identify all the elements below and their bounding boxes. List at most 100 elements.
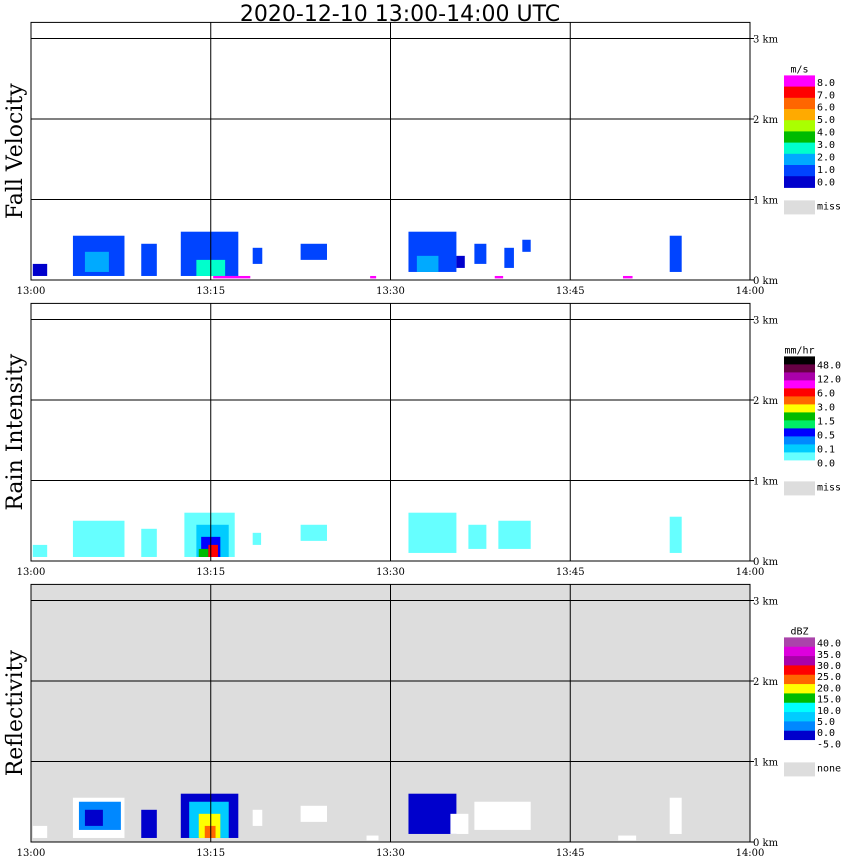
echo-cell [141, 809, 157, 838]
x-tick-label: 13:30 [376, 848, 405, 859]
colorbar-label: 0.0 [817, 728, 835, 739]
x-tick-label: 14:00 [736, 286, 765, 297]
colorbar-swatch [784, 684, 815, 694]
colorbar-label: 48.0 [817, 360, 841, 371]
echo-cell [300, 243, 327, 260]
y-tick-label: 0 km [753, 838, 779, 849]
y-tick-label: 1 km [753, 758, 779, 769]
colorbar-swatch [784, 428, 815, 437]
colorbar-label: 25.0 [817, 672, 841, 683]
colorbar-swatch [784, 388, 815, 397]
echo-cell [32, 825, 48, 838]
echo-cell [468, 524, 487, 549]
colorbar-swatch [784, 674, 815, 685]
colorbar-swatch [784, 86, 815, 99]
colorbar-swatch [784, 364, 815, 373]
colorbar-swatch [784, 693, 815, 704]
echo-cell [408, 793, 457, 834]
colorbar-label: 15.0 [817, 695, 841, 706]
x-tick-label: 14:00 [736, 567, 765, 578]
colorbar-swatch [784, 380, 815, 389]
y-tick-label: 2 km [753, 115, 779, 126]
y-tick-label: 0 km [753, 276, 779, 287]
echo-cell [494, 275, 504, 279]
echo-cell [504, 247, 514, 268]
echo-cell [84, 251, 109, 272]
colorbar-swatch [784, 165, 815, 177]
echo-cell [141, 243, 157, 276]
echo-cell [474, 801, 531, 830]
echo-cell [669, 516, 682, 553]
colorbar-label: 0.1 [817, 444, 835, 455]
panel-title: Rain Intensity [3, 353, 28, 510]
x-tick-label: 13:30 [376, 286, 405, 297]
x-tick-label: 14:00 [736, 848, 765, 859]
colorbar-missing-label: miss [817, 201, 841, 212]
panel-3: 0 km 1 km 2 km 3 km 13:00 13:15 13:30 13:45 14:0… [3, 583, 841, 859]
echo-cell [32, 263, 48, 276]
x-tick-label: 13:45 [556, 567, 585, 578]
colorbar-swatch [784, 656, 815, 666]
colorbar-swatch [784, 436, 815, 445]
echo-cell [370, 275, 377, 279]
colorbar-swatch [784, 356, 815, 365]
y-tick-label: 1 km [753, 196, 779, 207]
colorbar-label: 35.0 [817, 650, 841, 661]
colorbar-missing-label: miss [817, 482, 841, 493]
colorbar-swatch [784, 460, 815, 469]
echo-cell [669, 797, 682, 834]
colorbar-swatch [784, 712, 815, 722]
colorbar-label: 0.5 [817, 430, 835, 441]
x-tick-label: 13:00 [17, 286, 46, 297]
echo-cell [300, 524, 327, 541]
colorbar-missing-swatch [784, 200, 815, 215]
colorbar-label: 0.0 [817, 458, 835, 469]
colorbar-label: 5.0 [817, 717, 835, 728]
y-tick-label: 0 km [753, 557, 779, 568]
panel-title: Reflectivity [3, 650, 28, 777]
x-tick-label: 13:45 [556, 286, 585, 297]
plot-frame [30, 583, 751, 843]
colorbar-label: 6.0 [817, 388, 835, 399]
plot-frame [30, 302, 751, 562]
colorbar-label: 5.0 [817, 115, 835, 126]
echo-cell [84, 809, 103, 826]
panel-title: Fall Velocity [3, 83, 28, 219]
plot-frame [30, 21, 751, 281]
echo-cell [618, 835, 637, 841]
colorbar-missing-swatch [784, 481, 815, 496]
echo-cell [72, 520, 125, 557]
colorbar-swatch [784, 142, 815, 155]
colorbar-label: 2.0 [817, 153, 835, 164]
colorbar-swatch [784, 372, 815, 381]
colorbar-label: 7.0 [817, 90, 835, 101]
echo-cell [300, 805, 327, 822]
echo-cell [408, 512, 457, 553]
echo-cell [416, 255, 439, 272]
y-tick-label: 2 km [753, 396, 779, 407]
echo-cell [366, 835, 379, 841]
echo-cell [141, 528, 157, 557]
colorbar-swatch [784, 109, 815, 121]
colorbar-swatch [784, 176, 815, 188]
echo-cell [252, 247, 263, 264]
colorbar-label: 40.0 [817, 639, 841, 650]
colorbar-label: 4.0 [817, 128, 835, 139]
colorbar-label: 30.0 [817, 661, 841, 672]
colorbar-swatch [784, 153, 815, 166]
y-tick-label: 3 km [753, 597, 779, 608]
colorbar-label: 3.0 [817, 140, 835, 151]
echo-cell [208, 544, 218, 557]
colorbar-swatch [784, 665, 815, 676]
y-tick-label: 3 km [753, 316, 779, 327]
colorbar-swatch [784, 740, 815, 750]
echo-cell [450, 813, 469, 834]
y-tick-label: 3 km [753, 35, 779, 46]
echo-cell [474, 243, 487, 264]
colorbar-swatch [784, 420, 815, 429]
echo-cell [669, 235, 682, 272]
x-tick-label: 13:00 [17, 848, 46, 859]
echo-cell [522, 239, 531, 252]
colorbar-label: 1.5 [817, 416, 835, 427]
colorbar-unit: mm/hr [784, 345, 814, 356]
